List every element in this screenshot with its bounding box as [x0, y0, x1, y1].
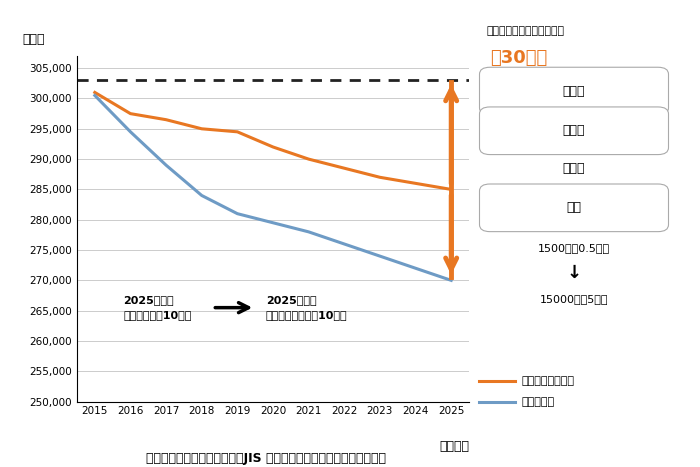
- Text: 女性: 女性: [566, 201, 582, 214]
- Text: ↓: ↓: [566, 264, 582, 282]
- Text: 最低限必要な溶接技能者数: 最低限必要な溶接技能者数: [486, 26, 564, 35]
- Text: （年度）: （年度）: [439, 439, 469, 453]
- Text: 若年者: 若年者: [563, 124, 585, 137]
- Text: 外国人: 外国人: [563, 85, 585, 98]
- Text: 溶接技能者減少への打ち手（JIS 溶接技能者評価試験の有資格者数）: 溶接技能者減少への打ち手（JIS 溶接技能者評価試験の有資格者数）: [146, 452, 386, 465]
- Text: （人）: （人）: [22, 33, 45, 46]
- Text: 総資格者数: 総資格者数: [522, 396, 554, 407]
- Text: 1500人（0.5％）: 1500人（0.5％）: [538, 243, 610, 254]
- Text: 2025年まで
就労技能者は最悓10％減: 2025年まで 就労技能者は最悓10％減: [266, 295, 347, 320]
- Text: 2025年まで
就労人口は約10％減: 2025年まで 就労人口は約10％減: [123, 295, 192, 320]
- Text: 高齢者: 高齢者: [563, 162, 585, 175]
- Text: 15000人（5％）: 15000人（5％）: [540, 294, 608, 304]
- Text: 約30万人: 約30万人: [490, 49, 547, 67]
- Text: 女性の有資格者数: 女性の有資格者数: [522, 375, 575, 386]
